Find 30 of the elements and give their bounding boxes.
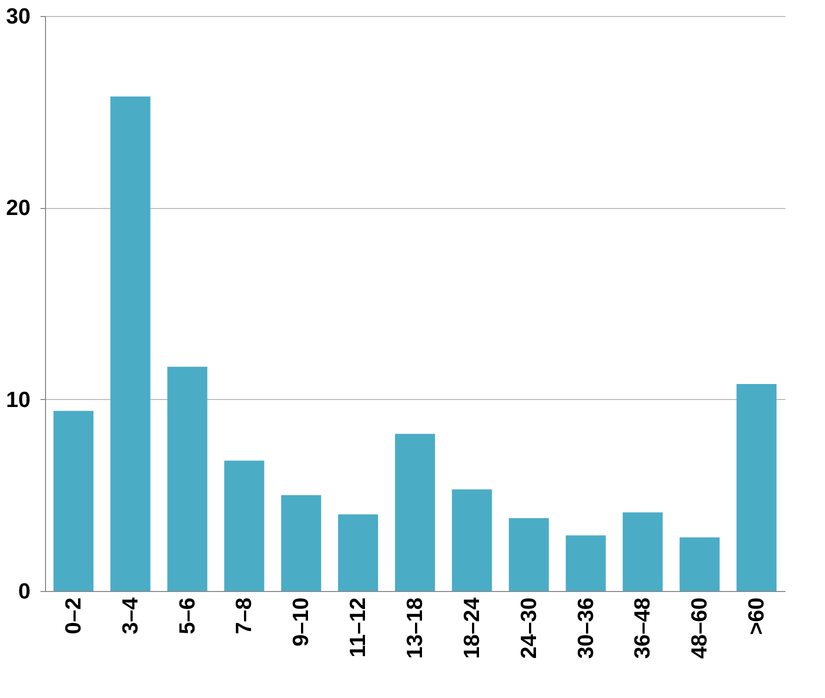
- bar: [167, 366, 208, 591]
- x-tick-label: 18–24: [458, 596, 484, 659]
- x-tick-label: 0–2: [60, 598, 86, 634]
- bar: [680, 537, 720, 591]
- bar: [338, 514, 378, 591]
- bar: [395, 434, 435, 591]
- x-tick-label: 9–10: [288, 598, 314, 646]
- bar: [452, 489, 492, 591]
- bar: [736, 384, 777, 591]
- x-tick-label: 7–8: [231, 598, 256, 634]
- x-tick-label: 36–48: [630, 598, 655, 659]
- bar: [566, 535, 606, 591]
- bar: [281, 495, 322, 591]
- bar: [622, 512, 663, 591]
- y-tick-label: 30: [6, 4, 30, 28]
- y-tick-label: 10: [6, 386, 30, 412]
- x-tick-label: 13–18: [402, 598, 427, 659]
- x-tick-label: 30–36: [572, 598, 598, 659]
- x-tick-label: 3–4: [117, 596, 142, 634]
- y-tick-label: 20: [6, 195, 30, 220]
- x-tick-label: >60: [744, 598, 769, 635]
- x-tick-label: 24–30: [516, 598, 541, 659]
- x-tick-label: 5–6: [174, 598, 200, 634]
- bar: [508, 518, 549, 591]
- x-tick-label: 11–12: [345, 598, 370, 658]
- bar: [110, 96, 150, 591]
- bar: [53, 410, 94, 591]
- bar: [224, 460, 264, 591]
- x-tick-label: 48–60: [686, 598, 712, 659]
- y-tick-label: 0: [18, 578, 30, 604]
